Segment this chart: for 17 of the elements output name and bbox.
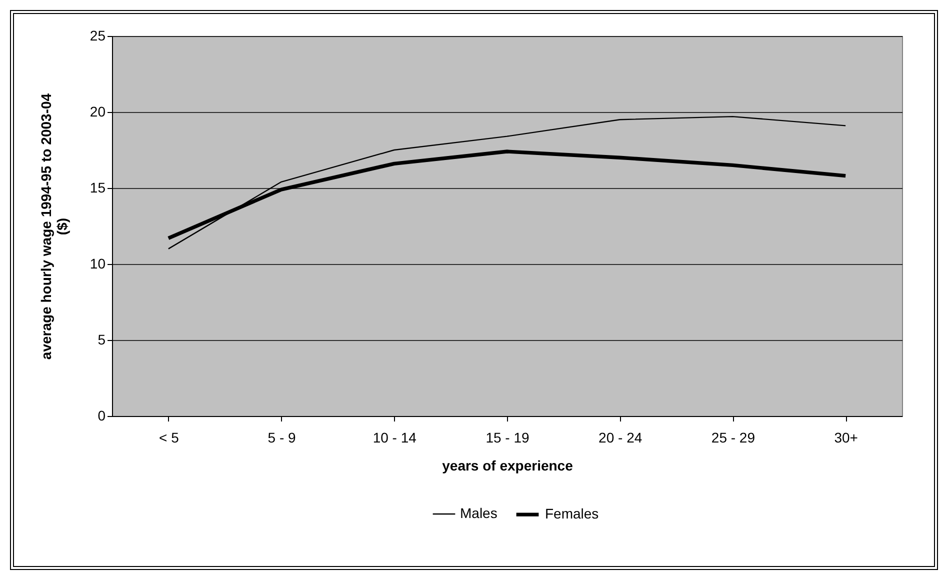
y-tick-label: 10 [90,256,106,272]
x-tick-label: 15 - 19 [486,430,530,446]
x-tick-label: 5 - 9 [268,430,296,446]
y-tick-label: 15 [90,180,106,196]
x-tick-label: < 5 [159,430,180,446]
y-axis-title: average hourly wage 1994-95 to 2003-04 ($) [38,93,70,360]
legend-label: Males [460,505,498,521]
x-tick-label: 20 - 24 [598,430,642,446]
x-tick-label: 30+ [834,430,858,446]
y-tick-label: 20 [90,104,106,120]
y-tick-label: 25 [90,28,106,44]
x-tick-label: 10 - 14 [372,430,417,446]
x-tick-label: 25 - 29 [711,430,756,446]
legend-label: Females [545,506,599,522]
x-axis-title: years of experience [442,458,574,474]
y-tick-label: 5 [98,332,106,348]
y-tick-label: 0 [98,408,106,424]
